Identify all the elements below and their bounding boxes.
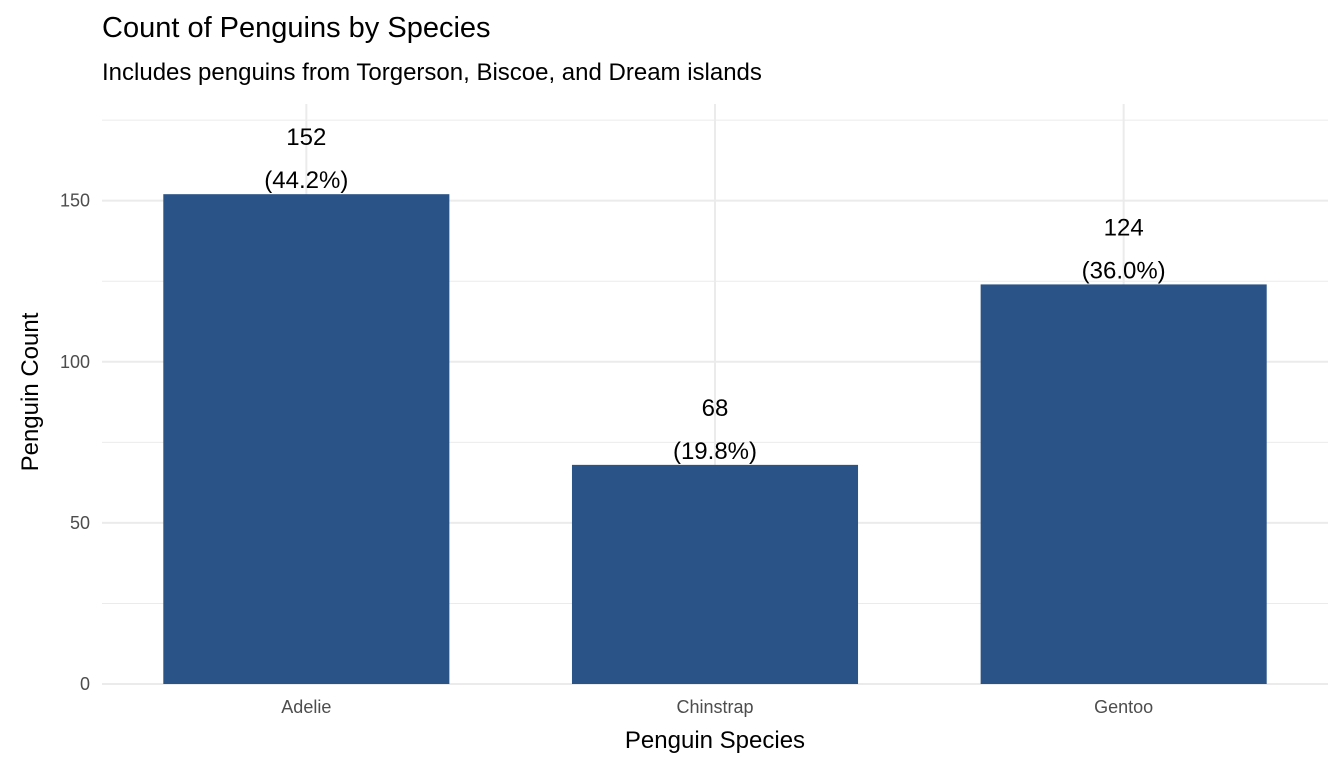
data-label-percent: (36.0%)	[1082, 257, 1166, 284]
x-tick-label: Chinstrap	[676, 697, 753, 717]
y-tick-label: 0	[80, 674, 90, 694]
bar-gentoo	[980, 284, 1267, 684]
y-tick-label: 100	[60, 352, 90, 372]
tick-label-layer: 0 50 100 150 Adelie Chinstrap Gentoo	[60, 191, 1153, 717]
data-label-count: 68	[702, 395, 729, 422]
chart-title: Count of Penguins by Species	[102, 12, 491, 44]
bar-chinstrap	[571, 464, 859, 684]
data-label-count: 152	[286, 124, 326, 151]
data-label-count: 124	[1104, 214, 1144, 241]
y-tick-label: 150	[60, 191, 90, 211]
bar-adelie	[163, 194, 450, 684]
data-label-layer: 152 (44.2%) 68 (19.8%) 124 (36.0%)	[264, 124, 1165, 465]
x-tick-label: Gentoo	[1094, 697, 1153, 717]
y-axis-title: Penguin Count	[17, 312, 44, 471]
chart-subtitle: Includes penguins from Torgerson, Biscoe…	[102, 59, 762, 86]
y-tick-label: 50	[70, 513, 90, 533]
data-label-percent: (19.8%)	[673, 438, 757, 465]
x-axis-title: Penguin Species	[625, 727, 805, 754]
bar-layer	[163, 194, 1267, 684]
x-tick-label: Adelie	[281, 697, 331, 717]
data-label-percent: (44.2%)	[264, 167, 348, 194]
